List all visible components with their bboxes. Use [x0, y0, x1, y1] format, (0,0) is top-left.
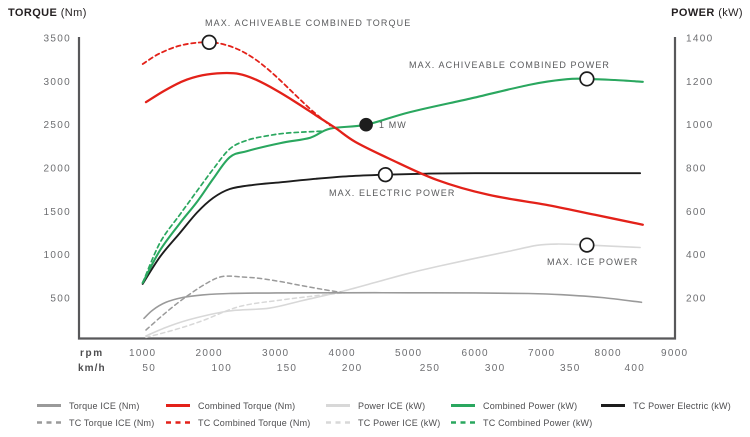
rpm-tick-label: 2000	[195, 348, 222, 359]
x-axis-rpm-caption: rpm	[80, 348, 104, 359]
kmh-tick-label: 250	[420, 363, 441, 374]
legend-item-combined-torque-nm: Combined Torque (Nm)	[165, 399, 295, 412]
rpm-tick-label: 1000	[129, 348, 156, 359]
legend-label: TC Power ICE (kW)	[358, 417, 441, 428]
torque-tick-label: 2000	[44, 164, 71, 175]
torque-tick-label: 500	[50, 294, 71, 305]
torque-tick-label: 1000	[44, 250, 71, 261]
kmh-tick-label: 400	[625, 363, 646, 374]
annotation-max-electric-power: MAX. ELECTRIC POWER	[329, 188, 455, 198]
kmh-tick-label: 350	[560, 363, 581, 374]
left-axis-title-unit: (Nm)	[60, 7, 87, 19]
kmh-tick-label: 50	[142, 363, 156, 374]
legend-label: Combined Torque (Nm)	[198, 400, 296, 411]
power-tick-label: 1000	[686, 120, 713, 131]
series-torque-ice	[143, 291, 643, 320]
rpm-tick-label: 6000	[461, 348, 488, 359]
legend-item-tc-combined-torque-nm: TC Combined Torque (Nm)	[165, 416, 310, 429]
legend-label: TC Torque ICE (Nm)	[69, 417, 155, 428]
power-tick-label: 400	[686, 250, 707, 261]
rpm-tick-label: 7000	[528, 348, 555, 359]
legend-item-tc-power-electric-kw: TC Power Electric (kW)	[600, 399, 731, 412]
legend-label: TC Combined Torque (Nm)	[198, 417, 311, 428]
series-combined-torque	[144, 71, 644, 226]
power-tick-label: 1200	[686, 77, 713, 88]
rpm-tick-label: 9000	[661, 348, 688, 359]
torque-tick-label: 1500	[44, 207, 71, 218]
left-axis-title-main: TORQUE	[8, 7, 58, 19]
series-tc-power-electric	[141, 172, 642, 285]
annotation-one-mw: 1 MW	[379, 120, 407, 130]
kmh-tick-label: 300	[485, 363, 506, 374]
legend-swatch	[451, 421, 475, 424]
right-axis-title-unit: (kW)	[718, 7, 743, 19]
kmh-tick-label: 200	[342, 363, 363, 374]
rpm-tick-label: 5000	[395, 348, 422, 359]
marker-circle-combined-power	[579, 71, 595, 87]
marker-circle-power-ice	[579, 237, 595, 253]
legend-item-tc-power-ice-kw: TC Power ICE (kW)	[325, 416, 440, 429]
right-axis-title-main: POWER	[671, 7, 715, 19]
kmh-tick-label: 150	[277, 363, 298, 374]
axis-spines	[77, 37, 677, 340]
legend-item-tc-combined-power-kw: TC Combined Power (kW)	[450, 416, 592, 429]
marker-dot-combined-power	[359, 117, 373, 132]
torque-tick-label: 3000	[44, 77, 71, 88]
legend-swatch	[37, 404, 61, 407]
legend-label: Torque ICE (Nm)	[69, 400, 140, 411]
power-tick-label: 200	[686, 294, 707, 305]
legend-label: Power ICE (kW)	[358, 400, 426, 411]
x-axis-kmh-caption: km/h	[78, 363, 106, 374]
kmh-tick-label: 100	[212, 363, 233, 374]
left-axis-title: TORQUE (Nm)	[8, 7, 87, 19]
legend-item-combined-power-kw: Combined Power (kW)	[450, 399, 577, 412]
legend-item-power-ice-kw: Power ICE (kW)	[325, 399, 425, 412]
marker-circle-tc-combined-torque	[201, 34, 217, 50]
torque-tick-label: 2500	[44, 120, 71, 131]
legend-label: TC Combined Power (kW)	[483, 417, 593, 428]
series-power-ice	[145, 243, 641, 337]
annotation-max-ice-power: MAX. ICE POWER	[547, 257, 638, 267]
power-tick-label: 1400	[686, 34, 713, 45]
legend-swatch	[166, 421, 190, 424]
annotation-max-achiveable-combined-torque: MAX. ACHIVEABLE COMBINED TORQUE	[205, 18, 411, 28]
series-combined-power	[141, 77, 644, 284]
legend-swatch	[166, 404, 190, 407]
rpm-tick-label: 8000	[594, 348, 621, 359]
annotation-max-achiveable-combined-power: MAX. ACHIVEABLE COMBINED POWER	[409, 60, 610, 70]
legend-item-torque-ice-nm: Torque ICE (Nm)	[36, 399, 140, 412]
rpm-tick-label: 4000	[328, 348, 355, 359]
rpm-tick-label: 3000	[262, 348, 289, 359]
series-tc-combined-power	[141, 130, 324, 284]
legend-swatch	[601, 404, 625, 407]
torque-tick-label: 3500	[44, 34, 71, 45]
legend-swatch	[451, 404, 475, 407]
marker-circle-tc-power-electric	[377, 167, 394, 183]
legend-label: Combined Power (kW)	[483, 400, 578, 411]
legend-item-tc-torque-ice-nm: TC Torque ICE (Nm)	[36, 416, 154, 429]
legend-swatch	[37, 421, 61, 424]
power-tick-label: 600	[686, 207, 707, 218]
legend-swatch	[326, 404, 350, 407]
right-axis-title: POWER (kW)	[671, 7, 743, 19]
legend-label: TC Power Electric (kW)	[633, 400, 731, 411]
power-tick-label: 800	[686, 164, 707, 175]
series-tc-torque-ice	[145, 275, 346, 331]
series-tc-power-ice	[145, 292, 343, 339]
legend-swatch	[326, 421, 350, 424]
series-tc-combined-torque	[141, 41, 332, 127]
